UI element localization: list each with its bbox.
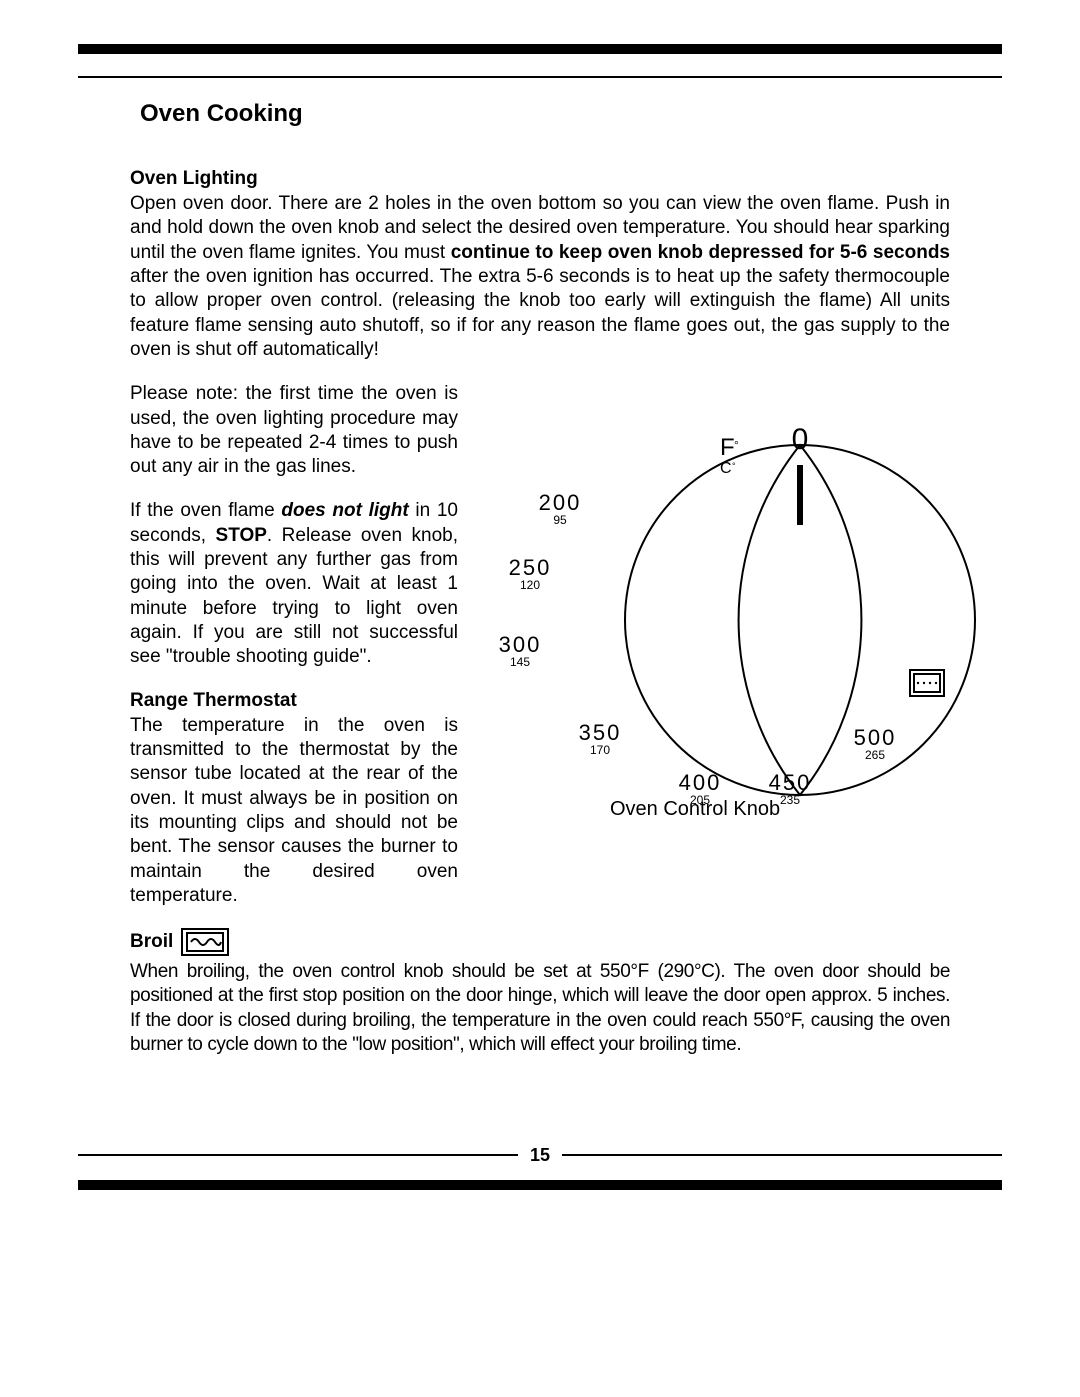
top-rule-thick bbox=[78, 44, 1002, 54]
page: 15 Oven Cooking Oven Lighting Open oven … bbox=[0, 0, 1080, 1397]
oven-lighting-p1: Open oven door. There are 2 holes in the… bbox=[130, 192, 950, 362]
page-title: Oven Cooking bbox=[140, 100, 950, 128]
svg-text:170: 170 bbox=[590, 743, 610, 757]
svg-text:250: 250 bbox=[509, 555, 552, 580]
svg-text:0: 0 bbox=[792, 423, 809, 456]
section-broil: Broil When broiling, the oven control kn… bbox=[130, 928, 950, 1057]
text: If the oven flame bbox=[130, 500, 281, 521]
svg-text:300: 300 bbox=[499, 632, 542, 657]
top-rule-thin bbox=[78, 76, 1002, 78]
text: after the oven ignition has occurred. Th… bbox=[130, 266, 950, 360]
svg-text:F: F bbox=[720, 434, 735, 461]
narrow-column: Please note: the first time the oven is … bbox=[130, 382, 458, 908]
bottom-rule-thick bbox=[78, 1180, 1002, 1190]
heading-range-thermostat: Range Thermostat bbox=[130, 690, 458, 712]
svg-text:450: 450 bbox=[769, 770, 812, 795]
svg-text:400: 400 bbox=[679, 770, 722, 795]
svg-text:°: ° bbox=[732, 461, 736, 471]
svg-text:350: 350 bbox=[579, 720, 622, 745]
svg-text:120: 120 bbox=[520, 578, 540, 592]
emphasis-text: does not light bbox=[281, 500, 408, 521]
svg-text:145: 145 bbox=[510, 655, 530, 669]
content: Oven Cooking Oven Lighting Open oven doo… bbox=[130, 100, 950, 1077]
text: . Release oven knob, this will prevent a… bbox=[130, 525, 458, 668]
svg-text:500: 500 bbox=[854, 725, 897, 750]
oven-control-knob-figure: F°C°020095250120300145350170400205450235… bbox=[470, 390, 1030, 850]
svg-text:235: 235 bbox=[780, 793, 800, 807]
broil-icon bbox=[181, 928, 229, 956]
range-thermostat-body: The temperature in the oven is transmitt… bbox=[130, 714, 458, 909]
svg-text:°: ° bbox=[734, 438, 739, 452]
bold-text: continue to keep oven knob depressed for… bbox=[451, 242, 950, 263]
oven-lighting-p3: If the oven flame does not light in 10 s… bbox=[130, 499, 458, 669]
oven-lighting-p2: Please note: the first time the oven is … bbox=[130, 382, 458, 479]
svg-text:200: 200 bbox=[539, 490, 582, 515]
svg-text:265: 265 bbox=[865, 748, 885, 762]
svg-text:95: 95 bbox=[553, 513, 567, 527]
page-number: 15 bbox=[0, 1145, 1080, 1166]
heading-broil: Broil bbox=[130, 931, 173, 953]
svg-text:C: C bbox=[720, 460, 732, 477]
broil-body: When broiling, the oven control knob sho… bbox=[130, 960, 950, 1057]
bold-text: STOP bbox=[216, 525, 267, 546]
heading-oven-lighting: Oven Lighting bbox=[130, 168, 950, 190]
figure-caption: Oven Control Knob bbox=[610, 798, 780, 821]
broil-heading-row: Broil bbox=[130, 928, 950, 956]
